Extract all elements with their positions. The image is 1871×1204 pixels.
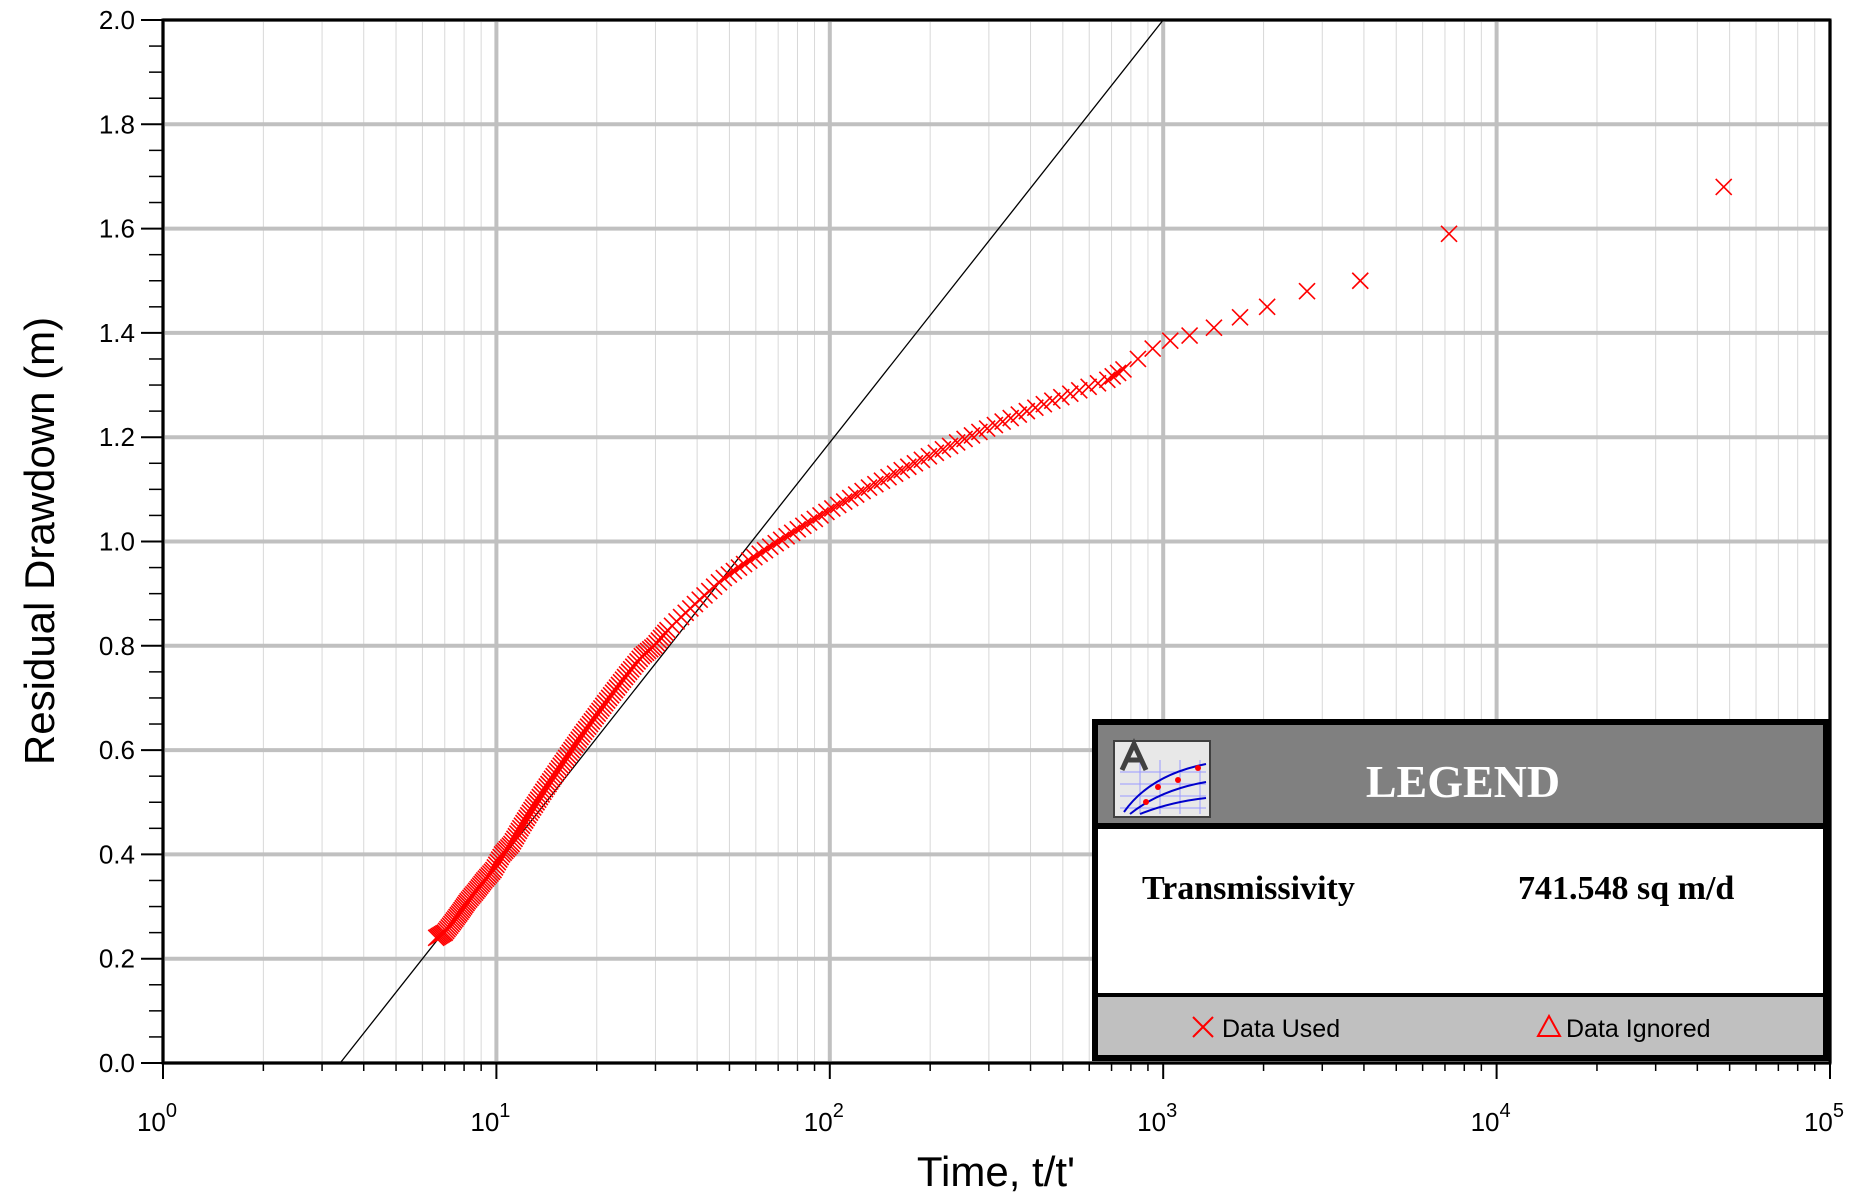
y-tick-label: 2.0 (99, 5, 135, 35)
aqtesolv-logo-icon (1113, 738, 1211, 818)
legend-header (1098, 725, 1823, 825)
transmissivity-value: 741.548 sq m/d (1518, 870, 1734, 907)
data-point (1129, 350, 1147, 368)
data-point (725, 562, 743, 580)
data-point (487, 856, 505, 874)
y-tick-label: 0.4 (99, 839, 135, 869)
data-point (756, 541, 774, 559)
axis-ticks (141, 19, 1831, 1079)
data-point (1161, 332, 1179, 350)
y-tick-label: 0.0 (99, 1048, 135, 1078)
data-point (806, 510, 824, 528)
data-point (778, 527, 796, 545)
y-tick-label: 0.2 (99, 944, 135, 974)
data-point (1035, 395, 1053, 413)
data-point (1109, 364, 1127, 382)
data-point (1104, 367, 1122, 385)
data-point (761, 538, 779, 556)
data-points (427, 178, 1733, 947)
data-point (740, 552, 758, 570)
data-point (484, 861, 503, 879)
data-point (1205, 319, 1223, 337)
data-point (1070, 381, 1088, 399)
data-point (1080, 378, 1098, 396)
legend-footer (1098, 997, 1823, 1055)
data-point (811, 506, 830, 524)
data-point (1043, 392, 1061, 410)
data-point (489, 853, 507, 871)
data-point (1114, 360, 1133, 378)
data-point (1144, 339, 1162, 358)
data-point (1052, 388, 1070, 406)
data-point (730, 559, 748, 577)
legend: LEGEND Transmissivity 741.548 sq m/d Dat… (1092, 719, 1829, 1061)
data-point (829, 496, 847, 514)
data-used-label: Data Used (1222, 1015, 1340, 1043)
x-axis-title: Time, t/t' (917, 1148, 1075, 1195)
data-ignored-marker (1536, 1013, 1562, 1037)
data-point (1440, 225, 1458, 243)
data-point (502, 835, 521, 853)
data-point (1061, 385, 1079, 403)
y-tick-label: 1.2 (99, 422, 135, 452)
data-point (1258, 298, 1276, 316)
transmissivity-label: Transmissivity (1142, 870, 1355, 907)
data-point (772, 531, 790, 549)
data-point (823, 499, 841, 518)
x-tick-label: 105 (1804, 1100, 1844, 1137)
data-point (1715, 178, 1733, 196)
x-tick-label: 100 (137, 1100, 177, 1137)
data-point (751, 545, 769, 563)
legend-title: LEGEND (1366, 756, 1560, 807)
data-point (1089, 374, 1107, 392)
data-point (1026, 399, 1044, 417)
data-point (715, 569, 733, 587)
data-point (735, 555, 753, 573)
data-point (1098, 371, 1116, 389)
x-tick-label: 103 (1137, 1100, 1177, 1137)
x-tick-label: 102 (804, 1100, 844, 1137)
data-point (745, 548, 763, 566)
x-tick-label: 104 (1471, 1100, 1511, 1137)
data-point (510, 822, 528, 840)
y-tick-label: 1.6 (99, 214, 135, 244)
y-tick-label: 0.6 (99, 735, 135, 765)
data-point (1231, 308, 1249, 326)
data-point (783, 524, 801, 542)
y-tick-label: 1.0 (99, 527, 135, 557)
tick-labels: 100 101 102 103 104 105 0.0 0.2 0.4 0.6 0.8 1.0 1.2 1… (99, 5, 1844, 1137)
data-used-marker (1192, 1016, 1214, 1038)
data-point (794, 517, 812, 535)
y-tick-label: 1.8 (99, 109, 135, 139)
data-point (817, 503, 835, 521)
data-point (507, 827, 525, 845)
data-point (835, 492, 853, 511)
data-ignored-label: Data Ignored (1566, 1015, 1711, 1043)
data-point (1018, 402, 1036, 420)
data-point (767, 534, 785, 552)
data-point (841, 489, 859, 507)
data-point (720, 565, 738, 584)
data-point (1298, 282, 1316, 300)
y-tick-label: 0.8 (99, 631, 135, 661)
data-point (504, 832, 522, 850)
data-point (508, 824, 526, 843)
data-point (789, 520, 807, 538)
x-tick-label: 101 (470, 1100, 510, 1137)
data-point (505, 830, 524, 848)
data-point (800, 513, 818, 531)
y-tick-label: 1.4 (99, 318, 135, 348)
y-axis-title: Residual Drawdown (m) (16, 317, 63, 765)
data-point (486, 858, 504, 877)
data-point (1351, 272, 1369, 290)
data-point (1181, 326, 1199, 345)
